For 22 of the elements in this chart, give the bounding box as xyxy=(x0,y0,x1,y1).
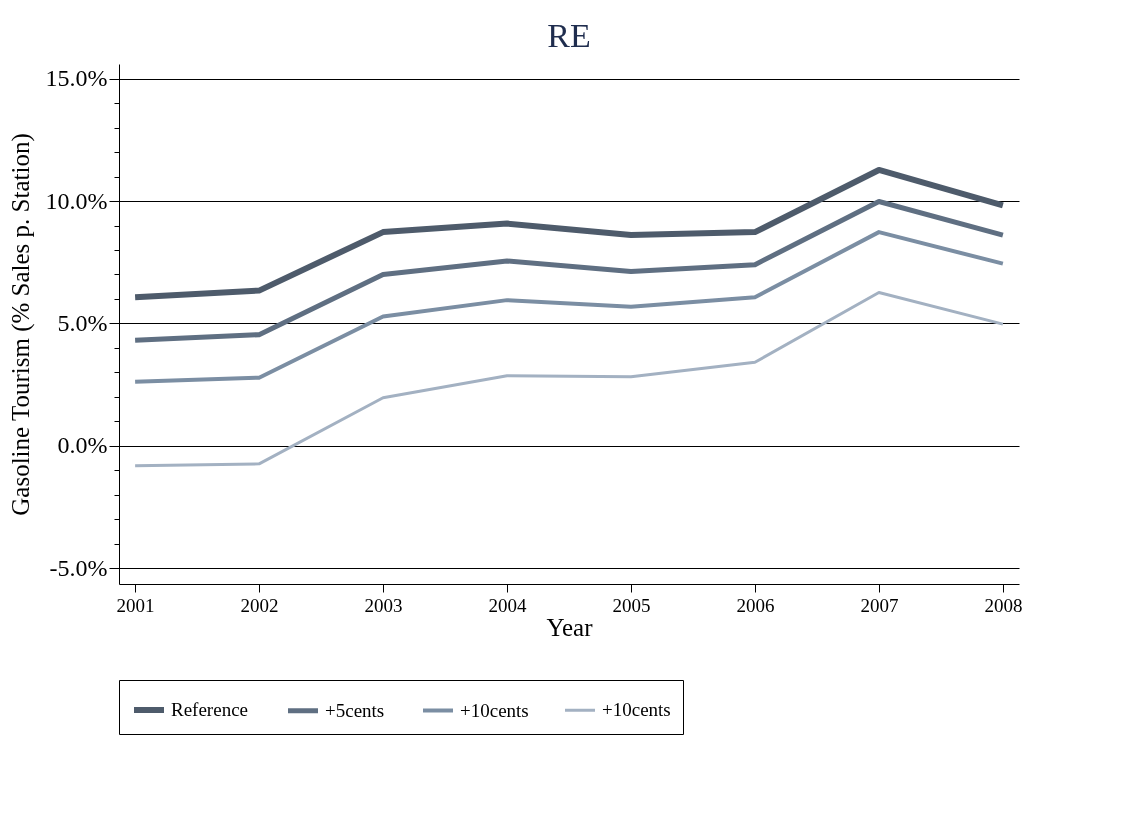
legend-label: Reference xyxy=(171,699,248,720)
legend-label: +10cents xyxy=(602,699,671,721)
x-tick-label: 2007 xyxy=(860,594,899,616)
x-tick-label: 2008 xyxy=(984,594,1023,616)
y-tick-label: 0.0% xyxy=(57,432,108,459)
x-tick-label: 2004 xyxy=(488,594,528,616)
x-tick-label: 2005 xyxy=(612,594,651,616)
legend-label: +10cents xyxy=(460,699,529,721)
x-tick-label: 2006 xyxy=(736,594,775,616)
legend-label: +5cents xyxy=(325,699,385,721)
y-tick-label: 15.0% xyxy=(45,65,108,92)
x-axis-title: Year xyxy=(546,613,594,641)
y-tick-label: 10.0% xyxy=(45,187,108,214)
line-series xyxy=(133,230,1005,384)
y-tick-label: 5.0% xyxy=(57,309,108,336)
x-tick-label: 2003 xyxy=(364,594,403,616)
chart-title: RE xyxy=(547,17,591,54)
y-tick-label: -5.0% xyxy=(49,554,108,581)
line-series xyxy=(133,291,1005,468)
y-axis-title: Gasoline Tourism (% Sales p. Station) xyxy=(6,133,35,516)
x-tick-label: 2002 xyxy=(240,594,279,616)
x-tick-label: 2001 xyxy=(116,594,155,616)
